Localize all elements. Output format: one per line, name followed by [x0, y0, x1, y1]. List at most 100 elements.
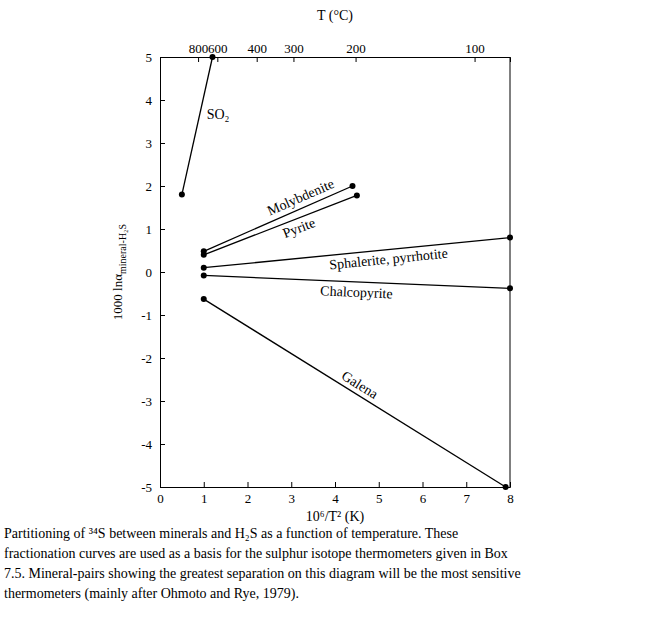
y-axis-title-sub: mineral-H₂S: [117, 224, 128, 274]
point: [201, 296, 207, 302]
tick-mark: [160, 272, 165, 273]
tick-mark: [379, 482, 380, 487]
tick-label: -2: [141, 351, 152, 366]
tick-label: 4: [146, 93, 153, 108]
tick-label: 5: [376, 491, 383, 506]
point: [201, 272, 207, 278]
tick-label: 6: [420, 491, 427, 506]
caption-line: Partitioning of ³⁴S between minerals and…: [4, 526, 458, 541]
tick-label: 300: [284, 41, 304, 56]
point: [201, 252, 207, 258]
tick-mark: [217, 57, 218, 62]
tick: 1: [146, 222, 166, 237]
series-label: Sphalerite, pyrrhotite: [328, 246, 448, 273]
series-label: SO₂: [207, 107, 230, 122]
point: [350, 183, 356, 189]
tick-label: 3: [289, 491, 296, 506]
caption-line: thermometers (mainly after Ohmoto and Ry…: [4, 586, 299, 602]
series-label: Molybdenite: [265, 176, 337, 219]
tick: 2: [146, 179, 166, 194]
tick-mark: [291, 482, 292, 487]
tick: -3: [141, 394, 165, 409]
series-label: Pyrite: [281, 215, 318, 241]
y-axis: -5 -4 -3 -2 -1 0 1 2 3 4 5: [141, 50, 165, 495]
point: [507, 285, 513, 291]
x-axis: 012345678: [157, 482, 514, 506]
tick-label: 7: [464, 491, 471, 506]
tick-mark: [475, 57, 476, 62]
tick-mark: [160, 143, 165, 144]
tick-mark: [248, 482, 249, 487]
tick-label: -3: [141, 394, 152, 409]
tick-mark: [160, 487, 165, 488]
point: [179, 192, 185, 198]
tick-label: 5: [146, 50, 153, 65]
x-axis-title: 10⁶/T² (K): [306, 509, 365, 525]
point: [507, 235, 513, 241]
tick-label: 4: [332, 491, 339, 506]
tick-label: 2: [146, 179, 153, 194]
series-label: Galena: [339, 368, 381, 402]
tick: 200: [346, 41, 366, 62]
point: [354, 192, 360, 198]
tick: 6: [420, 482, 427, 506]
series-line: [182, 57, 213, 195]
tick: -1: [141, 308, 165, 323]
x2-axis: 800600 400 300 200 100: [161, 41, 511, 62]
tick-mark: [160, 401, 165, 402]
tick-mark: [160, 315, 165, 316]
tick-mark: [160, 186, 165, 187]
tick-label: -1: [141, 308, 152, 323]
tick: 3: [289, 482, 296, 506]
tick-mark: [160, 444, 165, 445]
tick-mark: [257, 57, 258, 62]
tick: 2: [245, 482, 252, 506]
tick: -2: [141, 351, 165, 366]
axis-line: [161, 58, 166, 488]
tick-mark: [160, 358, 165, 359]
y-axis-title-main: 1000 lnα: [110, 274, 125, 320]
axis-line: [161, 482, 511, 488]
tick-mark: [198, 57, 199, 62]
caption-line: 7.5. Mineral-pairs showing the greatest …: [4, 566, 521, 581]
tick-mark: [423, 482, 424, 487]
tick-label: 3: [146, 136, 153, 151]
tick-label: -5: [141, 480, 152, 495]
tick: -4: [141, 437, 165, 452]
tick-mark: [466, 482, 467, 487]
tick-label: -4: [141, 437, 152, 452]
tick-label: 200: [346, 41, 366, 56]
tick-label: 1: [146, 222, 153, 237]
tick: 0: [146, 265, 166, 280]
tick-label: 400: [247, 41, 267, 56]
tick: 800: [189, 41, 209, 62]
tick-label: 100: [465, 41, 485, 56]
chart: 012345678-5-4-3-2-1012345800600400300200…: [0, 0, 660, 633]
tick-label: 0: [146, 265, 153, 280]
tick-mark: [160, 229, 165, 230]
tick: 7: [464, 482, 471, 506]
tick: 100: [465, 41, 485, 62]
series-line: [204, 299, 506, 487]
tick-mark: [204, 482, 205, 487]
tick-mark: [293, 57, 294, 62]
tick-mark: [335, 482, 336, 487]
frame: [510, 57, 511, 487]
tick: 4: [332, 482, 339, 506]
tick-mark: [160, 100, 165, 101]
tick: 300: [284, 41, 304, 62]
tick: 600: [208, 41, 228, 62]
tick-label: 0: [157, 491, 164, 506]
tick-label: 800: [189, 41, 209, 56]
tick: 5: [376, 482, 383, 506]
tick-mark: [356, 57, 357, 62]
tick: 400: [247, 41, 267, 62]
series-label: Chalcopyrite: [320, 283, 393, 301]
point: [503, 484, 509, 490]
tick: 4: [146, 93, 166, 108]
series-line: [204, 186, 353, 251]
tick: 3: [146, 136, 166, 151]
point: [210, 54, 216, 60]
point: [201, 265, 207, 271]
tick: 1: [201, 482, 208, 506]
